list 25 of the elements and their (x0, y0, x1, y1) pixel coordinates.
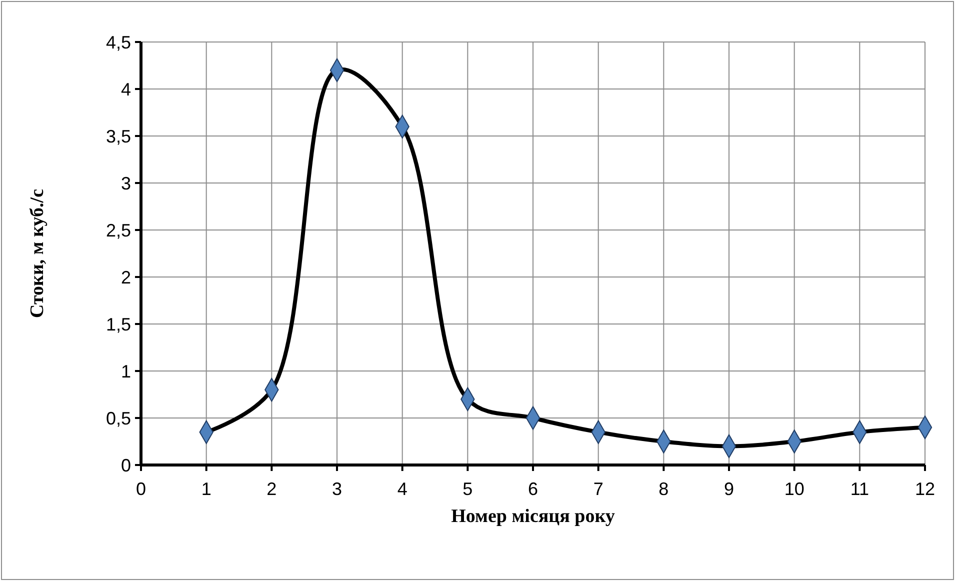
x-tick-label: 3 (332, 479, 342, 499)
x-tick-label: 12 (914, 479, 936, 499)
x-tick-label: 8 (658, 479, 669, 499)
y-tick-label: 1 (120, 361, 131, 382)
y-tick-label: 0 (120, 455, 131, 476)
x-tick-label: 6 (528, 479, 538, 499)
x-tick-label: 9 (724, 479, 734, 499)
x-tick-label: 7 (593, 479, 604, 499)
y-tick-label: 1,5 (106, 314, 131, 334)
x-tick-label: 0 (136, 479, 146, 499)
y-tick-label: 3,5 (106, 126, 131, 146)
y-tick-label: 2,5 (106, 220, 131, 240)
y-tick-label: 2 (120, 267, 131, 288)
y-axis-title: Стоки, м куб./с (27, 188, 48, 318)
y-tick-label: 4 (120, 79, 131, 100)
x-tick-label: 10 (784, 479, 804, 499)
x-tick-label: 1 (201, 479, 212, 499)
y-tick-label: 3 (120, 173, 131, 194)
y-tick-label: 4,5 (106, 32, 131, 52)
x-tick-label: 5 (462, 479, 473, 499)
x-tick-label: 4 (397, 479, 408, 499)
x-tick-label: 11 (850, 479, 870, 499)
y-tick-label: 0,5 (106, 408, 131, 428)
x-tick-label: 2 (266, 479, 277, 499)
x-axis-title: Номер місяця року (451, 506, 616, 527)
